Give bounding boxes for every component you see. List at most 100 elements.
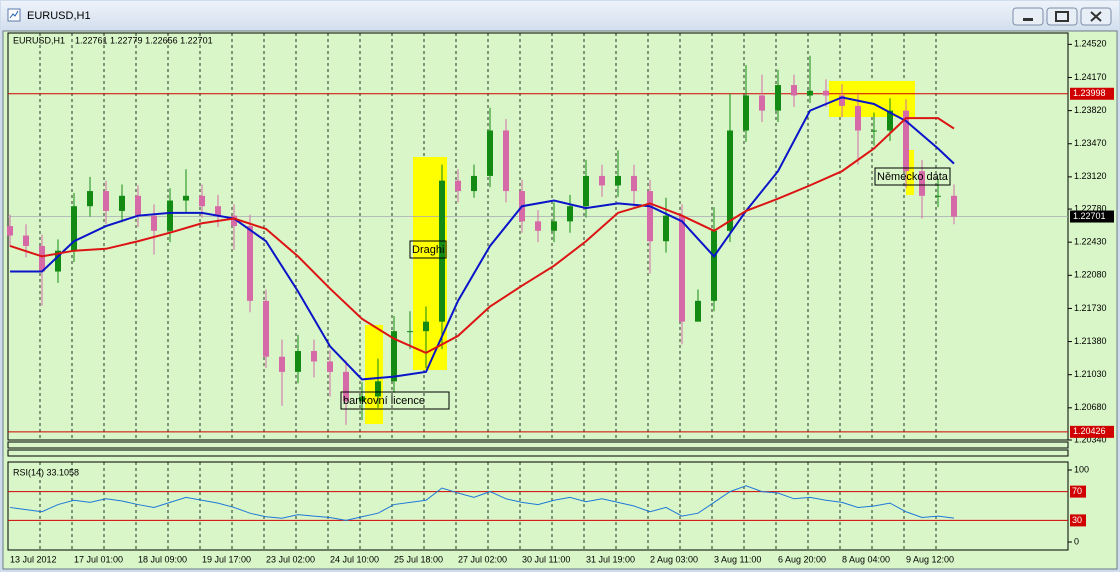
candle-body bbox=[503, 130, 509, 192]
x-tick-label: 18 Jul 09:00 bbox=[138, 554, 187, 564]
candle-body bbox=[775, 85, 781, 111]
candle-body bbox=[951, 195, 957, 217]
candle-body bbox=[103, 191, 109, 211]
title-bar bbox=[1, 1, 1119, 30]
candle-body bbox=[567, 206, 573, 222]
rsi-level-badge bbox=[1070, 485, 1086, 498]
annotation-box bbox=[874, 167, 951, 186]
y-tick-label: 1.24170 bbox=[1074, 72, 1107, 82]
candle-body bbox=[471, 175, 477, 192]
rsi-level-label: 30 bbox=[1072, 515, 1082, 525]
candle-body bbox=[455, 180, 461, 192]
rsi-level-label: 70 bbox=[1072, 486, 1082, 496]
price-level-label: 1.20426 bbox=[1073, 426, 1106, 436]
price-level-label: 1.22701 bbox=[1073, 211, 1106, 221]
x-tick-label: 25 Jul 18:00 bbox=[394, 554, 443, 564]
candle-body bbox=[311, 351, 317, 362]
minimize-button[interactable] bbox=[1012, 7, 1044, 26]
chart-area bbox=[2, 30, 1118, 570]
x-tick-label: 3 Aug 11:00 bbox=[714, 554, 761, 564]
annotation: Draghi bbox=[412, 244, 444, 256]
price-level-badge bbox=[1070, 210, 1114, 223]
candle-body bbox=[7, 226, 13, 236]
ohlc-readout: 1.22761 1.22779 1.22656 1.22701 bbox=[75, 35, 213, 45]
candle-body bbox=[71, 206, 77, 251]
symbol: EURUSD,H1 bbox=[13, 35, 65, 45]
candle-body bbox=[583, 175, 589, 207]
y-tick-label: 1.21030 bbox=[1074, 369, 1107, 379]
x-tick-label: 30 Jul 11:00 bbox=[522, 554, 570, 564]
rsi-line bbox=[9, 485, 955, 521]
candle-body bbox=[135, 195, 141, 216]
candle-body bbox=[55, 250, 61, 272]
x-tick-label: 2 Aug 03:00 bbox=[650, 554, 698, 564]
maximize-glyph bbox=[1055, 11, 1069, 22]
y-tick-label: 1.22430 bbox=[1074, 237, 1107, 247]
candle-body bbox=[423, 321, 429, 332]
candle-body bbox=[327, 361, 333, 372]
candle-body bbox=[375, 381, 381, 397]
close-glyph bbox=[1090, 11, 1102, 22]
y-tick-label: 1.21380 bbox=[1074, 336, 1107, 346]
candle-body bbox=[695, 300, 701, 322]
y-tick-label: 1.23120 bbox=[1074, 171, 1107, 181]
main-pane bbox=[7, 32, 1069, 441]
candle-body bbox=[903, 110, 909, 172]
candle-body bbox=[263, 300, 269, 357]
candle-body bbox=[39, 245, 45, 272]
candle-body bbox=[615, 175, 621, 186]
candle-body bbox=[647, 191, 653, 242]
candle-body bbox=[439, 180, 445, 322]
candle-body bbox=[183, 195, 189, 201]
x-tick-label: 19 Jul 17:00 bbox=[202, 554, 251, 564]
price-level-label: 1.23998 bbox=[1073, 88, 1106, 98]
candle-body bbox=[935, 195, 941, 197]
candle-body bbox=[359, 396, 365, 402]
candle-body bbox=[391, 331, 397, 382]
x-tick-label: 6 Aug 20:00 bbox=[778, 554, 826, 564]
candle-body bbox=[295, 351, 301, 372]
candle-body bbox=[599, 175, 605, 186]
candle-body bbox=[199, 195, 205, 207]
y-tick-label: 1.20680 bbox=[1074, 402, 1107, 412]
y-tick-label: 1.20340 bbox=[1074, 434, 1107, 444]
candle-body bbox=[631, 175, 637, 192]
candle-body bbox=[535, 221, 541, 231]
moving-average bbox=[10, 96, 955, 381]
annotation-box bbox=[409, 240, 447, 259]
candle-body bbox=[791, 85, 797, 96]
x-tick-label: 27 Jul 02:00 bbox=[458, 554, 507, 564]
highlight bbox=[906, 150, 914, 195]
annotation: Německo data bbox=[877, 171, 949, 183]
candle-body bbox=[727, 130, 733, 231]
candle-body bbox=[487, 130, 493, 176]
x-tick-label: 23 Jul 02:00 bbox=[266, 554, 315, 564]
candle-body bbox=[151, 215, 157, 231]
candle-body bbox=[343, 371, 349, 402]
price-level-badge bbox=[1070, 87, 1114, 100]
candle-body bbox=[167, 200, 173, 231]
rsi-label: RSI(14) 33.1058 bbox=[13, 467, 79, 477]
moving-average bbox=[9, 117, 955, 355]
candle-body bbox=[807, 90, 813, 96]
y-tick-label: 1.22080 bbox=[1074, 270, 1107, 280]
maximize-button[interactable] bbox=[1046, 7, 1078, 26]
candle-body bbox=[871, 130, 877, 132]
candle-body bbox=[823, 90, 829, 96]
candle-body bbox=[759, 95, 765, 111]
rsi-tick-label: 0 bbox=[1074, 536, 1079, 546]
y-tick-label: 1.24520 bbox=[1074, 39, 1107, 49]
candle-body bbox=[407, 331, 413, 333]
y-tick-label: 1.22780 bbox=[1074, 203, 1107, 213]
annotation: bankovní licence bbox=[343, 395, 425, 407]
x-tick-label: 9 Aug 12:00 bbox=[906, 554, 954, 564]
candle-body bbox=[551, 221, 557, 231]
candle-body bbox=[679, 215, 685, 322]
window-icon-line bbox=[9, 10, 19, 19]
y-tick-label: 1.23820 bbox=[1074, 105, 1107, 115]
x-tick-label: 13 Jul 2012 bbox=[10, 554, 57, 564]
window-title: EURUSD,H1 bbox=[27, 10, 91, 22]
candle-body bbox=[247, 226, 253, 301]
empty-pane bbox=[7, 441, 1069, 449]
